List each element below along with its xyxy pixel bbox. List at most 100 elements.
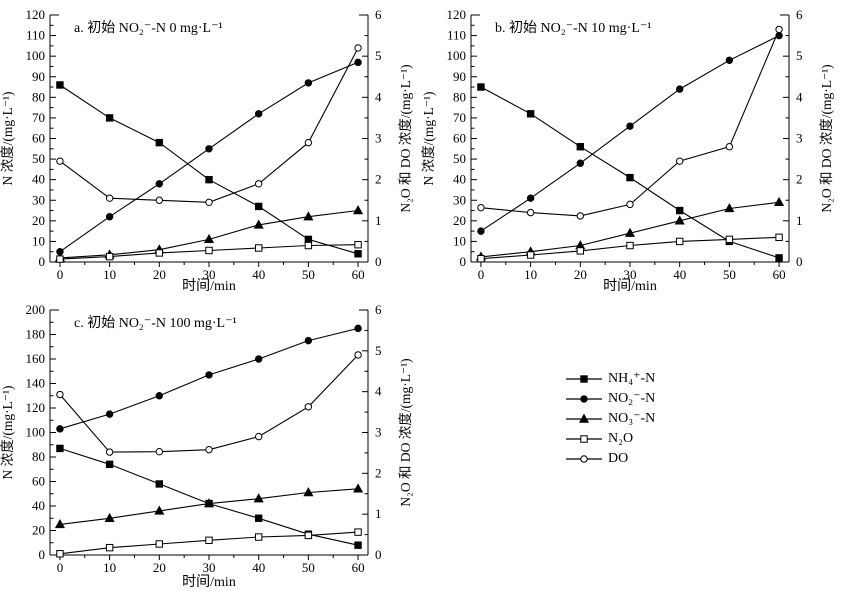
y-right-tick-label: 4: [375, 384, 382, 399]
y-left-tick-label: 60: [453, 131, 466, 146]
triangle-filled-marker: [303, 487, 314, 497]
y-left-tick-label: 10: [32, 233, 45, 248]
square-filled-marker: [477, 83, 485, 91]
square-open-marker: [205, 536, 213, 545]
y-left-tick-label: 20: [32, 213, 45, 228]
x-tick-label: 50: [302, 560, 315, 575]
y-left-axis-title: N 浓度/(mg·L⁻¹): [0, 385, 15, 479]
chart-a: 0 10 20 30 40 50 60 0 10 20 30 40 50 60 70 80 90 100 110 12…: [0, 0, 420, 295]
x-axis-title: 时间/min: [182, 278, 236, 294]
series-n2o: [56, 528, 362, 558]
y-right-tick-label: 2: [796, 172, 803, 187]
x-tick-label: 10: [103, 267, 116, 282]
y-left-tick-label: 60: [32, 131, 45, 146]
circle-open-marker: [304, 403, 313, 411]
circle-open-marker: [354, 44, 362, 52]
y-left-tick-label: 50: [32, 151, 45, 166]
legend-label: NO₂⁻-N: [608, 391, 656, 406]
x-tick-label: 20: [574, 267, 587, 282]
y-left-tick-label: 30: [453, 192, 466, 207]
square-filled-marker: [254, 202, 263, 211]
series-do-line: [59, 354, 359, 453]
circle-filled-marker: [105, 410, 114, 418]
circle-filled-marker: [675, 85, 684, 93]
circle-filled-marker: [105, 213, 114, 221]
legend-item-nh-n: NH₄⁺-N: [566, 369, 655, 389]
x-tick-label: 20: [153, 560, 166, 575]
circle-open-marker: [725, 143, 734, 151]
chart-c-svg: 0 10 20 30 40 50 60020406080100120140160180200…: [0, 302, 413, 590]
triangle-filled-marker: [624, 227, 636, 237]
x-tick-label: 0: [57, 560, 64, 575]
y-left-tick-label: 90: [32, 69, 45, 84]
y-left-tick-label: 0: [39, 254, 46, 269]
chart-b-title: b. 初始 NO₂⁻-N 10 mg·L⁻¹: [495, 19, 651, 36]
series-n2o: [477, 233, 783, 263]
square-filled-marker: [354, 541, 362, 549]
series-no3-n: [54, 483, 364, 529]
series-nh4-n: [56, 81, 362, 258]
series-nh4-n-line: [59, 84, 359, 255]
square-filled-marker: [580, 375, 588, 383]
circle-filled-marker: [304, 79, 313, 87]
x-tick-label: 10: [524, 267, 537, 282]
series-no2-n: [477, 31, 783, 235]
x-tick-label: 40: [673, 267, 686, 282]
series-no2-n: [56, 324, 362, 433]
y-right-tick-label: 6: [796, 7, 803, 22]
y-left-tick-label: 90: [453, 69, 466, 84]
y-right-tick-label: 1: [796, 213, 803, 228]
circle-filled-marker: [354, 58, 362, 67]
x-tick-label: 10: [103, 560, 116, 575]
square-filled-marker: [105, 460, 114, 469]
square-open-marker: [626, 241, 634, 250]
circle-open-marker: [155, 447, 164, 456]
circle-filled-marker: [155, 180, 164, 188]
square-open-marker: [105, 252, 114, 261]
square-open-marker: [254, 533, 263, 541]
square-filled-marker: [105, 114, 114, 122]
y-left-tick-label: 110: [26, 28, 45, 43]
circle-open-marker: [56, 390, 64, 399]
series-no2-n-line: [59, 61, 359, 253]
y-right-axis-title: N₂O 和 DO 浓度/(mg·L⁻¹): [819, 64, 834, 212]
circle-open-marker: [205, 198, 213, 207]
series-do: [56, 44, 362, 207]
y-left-tick-label: 200: [26, 302, 46, 317]
tick-labels: 0 10 20 30 40 50 60020406080100120140160180200…: [26, 302, 383, 575]
y-right-tick-label: 4: [375, 89, 382, 104]
circle-open-marker: [254, 432, 263, 441]
y-right-tick-label: 0: [375, 254, 382, 269]
series-no2-n: [56, 58, 362, 256]
triangle-filled-marker: [154, 505, 165, 515]
y-left-tick-label: 0: [460, 254, 467, 269]
y-right-tick-label: 0: [796, 254, 803, 269]
x-tick-label: 50: [723, 267, 736, 282]
chart-a-svg: 0 10 20 30 40 50 60010203040506070809010011012…: [0, 7, 413, 294]
circle-filled-marker: [304, 336, 313, 345]
y-left-axis-title: N 浓度/(mg·L⁻¹): [421, 91, 436, 185]
axes: [49, 14, 369, 267]
square-open-marker: [105, 543, 114, 552]
circle-open-marker: [675, 157, 684, 165]
square-filled-marker: [775, 254, 783, 262]
y-right-tick-label: 6: [375, 7, 382, 22]
square-filled-marker: [56, 81, 64, 89]
square-open-marker: [576, 247, 585, 255]
circle-filled-marker: [576, 159, 585, 167]
triangle-filled-icon: [566, 413, 602, 423]
axes: [49, 309, 369, 560]
square-filled-marker: [576, 143, 585, 151]
y-right-tick-label: 5: [796, 48, 803, 63]
square-open-marker: [354, 241, 362, 249]
y-left-tick-label: 0: [39, 547, 46, 562]
legend-label: NO₃⁻-N: [608, 411, 656, 426]
square-filled-marker: [205, 175, 213, 184]
series-do: [56, 351, 362, 456]
circle-open-marker: [304, 138, 313, 147]
y-left-tick-label: 10: [453, 233, 466, 248]
circle-filled-icon: [566, 395, 602, 403]
triangle-filled-marker: [104, 512, 115, 522]
circle-filled-marker: [205, 371, 213, 379]
